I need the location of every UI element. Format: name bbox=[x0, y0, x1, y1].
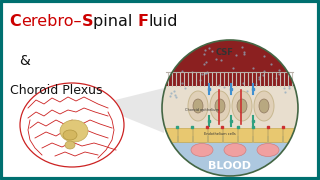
Text: S: S bbox=[82, 14, 93, 29]
Bar bbox=[162, 86, 298, 136]
Bar bbox=[238, 128, 252, 142]
Ellipse shape bbox=[63, 130, 77, 140]
Ellipse shape bbox=[215, 99, 225, 113]
Circle shape bbox=[162, 40, 298, 176]
Text: luid: luid bbox=[149, 14, 178, 29]
Ellipse shape bbox=[254, 91, 274, 121]
Text: &: & bbox=[19, 54, 30, 68]
Ellipse shape bbox=[257, 143, 279, 156]
Ellipse shape bbox=[259, 99, 269, 113]
Ellipse shape bbox=[232, 91, 252, 121]
Ellipse shape bbox=[191, 143, 213, 156]
Ellipse shape bbox=[210, 91, 230, 121]
Text: BLOOD: BLOOD bbox=[209, 161, 252, 171]
Ellipse shape bbox=[60, 120, 88, 142]
Ellipse shape bbox=[224, 143, 246, 156]
Text: pinal: pinal bbox=[93, 14, 138, 29]
Ellipse shape bbox=[65, 141, 75, 149]
Ellipse shape bbox=[188, 91, 208, 121]
Wedge shape bbox=[162, 40, 298, 108]
Ellipse shape bbox=[193, 99, 203, 113]
Bar bbox=[268, 128, 282, 142]
Bar bbox=[283, 128, 297, 142]
Bar bbox=[193, 128, 207, 142]
Text: F: F bbox=[138, 14, 149, 29]
Bar bbox=[223, 128, 237, 142]
Ellipse shape bbox=[237, 99, 247, 113]
Text: erebro–: erebro– bbox=[21, 14, 82, 29]
Bar bbox=[163, 128, 177, 142]
Text: CSF: CSF bbox=[216, 48, 234, 57]
Bar bbox=[253, 128, 267, 142]
Text: C: C bbox=[10, 14, 21, 29]
Text: Endothelium cells: Endothelium cells bbox=[204, 132, 236, 136]
Text: Choroid Plexus: Choroid Plexus bbox=[10, 84, 102, 96]
Bar bbox=[208, 128, 222, 142]
Polygon shape bbox=[95, 88, 164, 133]
Bar bbox=[178, 128, 192, 142]
Ellipse shape bbox=[20, 83, 124, 167]
Text: Choroid epithelium: Choroid epithelium bbox=[185, 108, 219, 112]
Wedge shape bbox=[162, 108, 298, 176]
